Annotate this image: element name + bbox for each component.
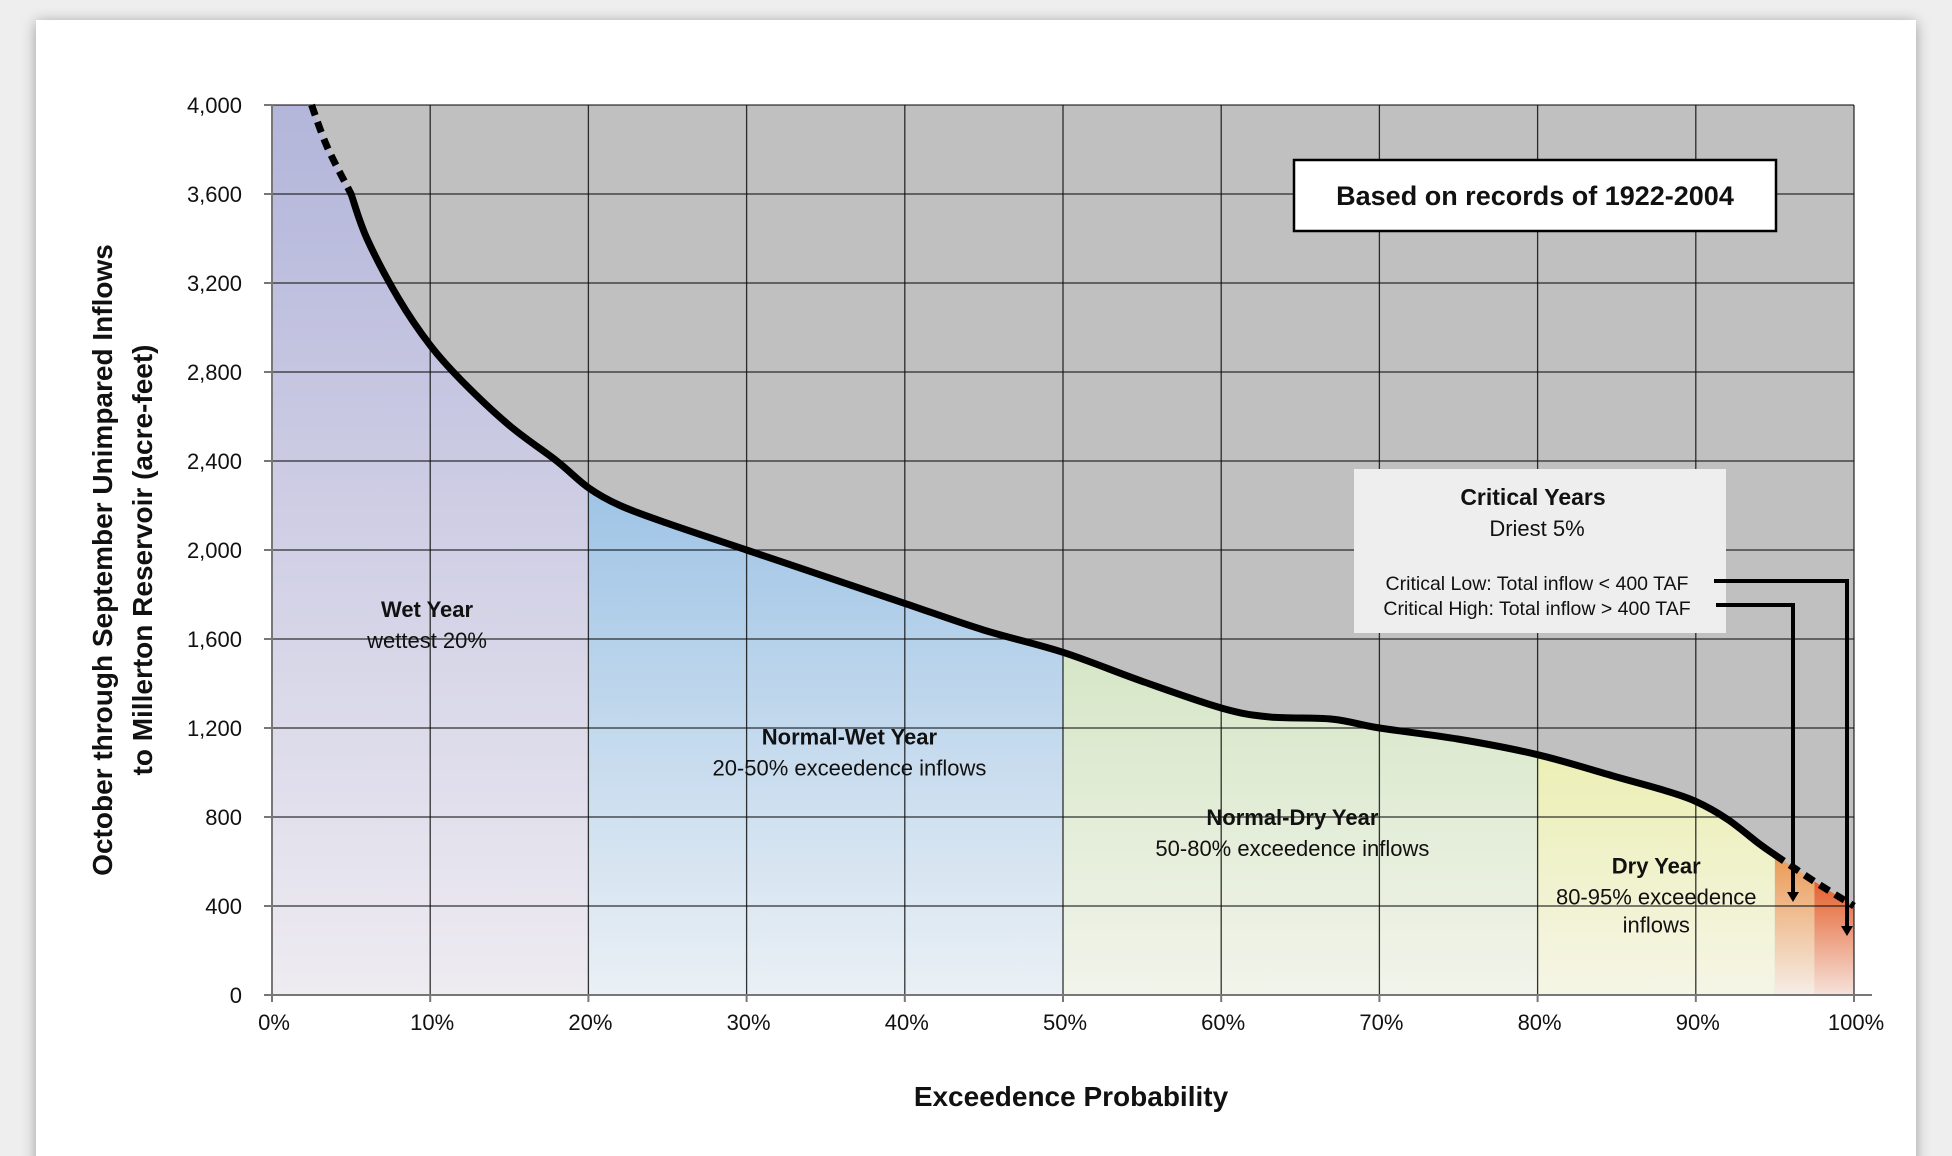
y-tick-label-8: 3,200	[187, 271, 242, 296]
y-tick-label-6: 2,400	[187, 449, 242, 474]
y-tick-label-7: 2,800	[187, 360, 242, 385]
y-tick-label-9: 3,600	[187, 182, 242, 207]
critical-years-title: Critical Years	[1460, 484, 1605, 510]
x-tick-label-0: 0%	[258, 1010, 290, 1035]
axes	[264, 104, 1872, 1002]
x-tick-label-6: 60%	[1201, 1010, 1245, 1035]
x-tick-label-9: 90%	[1676, 1010, 1720, 1035]
y-tick-labels: 0 400 800 1,200 1,600 2,000 2,400 2,800 3,200 3,6…	[187, 93, 242, 1008]
critical-years-callout: Critical Years Driest 5% Critical Low: T…	[1354, 469, 1726, 633]
x-tick-label-4: 40%	[885, 1010, 929, 1035]
x-tick-label-1: 10%	[410, 1010, 454, 1035]
records-note: Based on records of 1922-2004	[1292, 158, 1778, 233]
critical-low-arrow	[1714, 579, 1849, 930]
x-tick-label-8: 80%	[1518, 1010, 1562, 1035]
critical-high-arrowhead	[1787, 892, 1799, 902]
zone-sublabel-0-0: wettest 20%	[366, 628, 487, 653]
critical-arrows	[1714, 579, 1853, 936]
zone-sublabel-3-0: 80-95% exceedence	[1556, 885, 1757, 910]
y-axis-title: October through September Unimpared Infl…	[87, 244, 158, 876]
critical-low-arrowhead	[1841, 926, 1853, 936]
x-tick-label-7: 70%	[1359, 1010, 1403, 1035]
y-tick-label-5: 2,000	[187, 538, 242, 563]
curve-series-0	[347, 190, 1779, 859]
zone-fill-1	[588, 487, 1063, 995]
x-tick-label-3: 30%	[727, 1010, 771, 1035]
zone-label-2: Normal-Dry Year	[1206, 805, 1378, 830]
zone-label-1: Normal-Wet Year	[762, 725, 938, 750]
zone-label-0: Wet Year	[381, 597, 474, 622]
y-tick-label-3: 1,200	[187, 716, 242, 741]
zone-fill-2	[1063, 652, 1538, 995]
y-axis-title-line2: to Millerton Reservoir (acre-feet)	[127, 345, 158, 776]
y-axis-title-line1: October through September Unimpared Infl…	[87, 244, 118, 876]
y-tick-label-1: 400	[205, 894, 242, 919]
zone-sublabel-3-1: inflows	[1623, 913, 1690, 938]
zone-sublabel-2-0: 50-80% exceedence inflows	[1155, 836, 1429, 861]
critical-years-box	[1354, 469, 1726, 633]
y-tick-label-0: 0	[230, 983, 242, 1008]
zone-labels: Wet Year wettest 20% Normal-Wet Year 20-50%…	[366, 597, 1756, 938]
y-tick-label-2: 800	[205, 805, 242, 830]
x-tick-label-10: 100%	[1828, 1010, 1884, 1035]
x-tick-label-5: 50%	[1043, 1010, 1087, 1035]
critical-high-arrow	[1716, 603, 1795, 896]
x-tick-label-2: 20%	[568, 1010, 612, 1035]
zone-fill-4	[1774, 854, 1815, 995]
critical-years-subtitle: Driest 5%	[1489, 516, 1584, 541]
y-tick-label-10: 4,000	[187, 93, 242, 118]
x-axis-title: Exceedence Probability	[914, 1081, 1229, 1112]
records-note-box	[1292, 158, 1778, 233]
zone-fill-5	[1814, 881, 1854, 995]
zone-sublabel-1-0: 20-50% exceedence inflows	[712, 756, 986, 781]
zone-label-3: Dry Year	[1612, 854, 1701, 879]
curve-series-2	[1772, 851, 1856, 909]
x-tick-labels: 0% 10% 20% 30% 40% 50% 60% 70% 80% 90% 100%	[258, 1010, 1884, 1035]
records-note-text: Based on records of 1922-2004	[1336, 181, 1734, 211]
critical-low-label: Critical Low: Total inflow < 400 TAF	[1386, 573, 1689, 595]
critical-high-label: Critical High: Total inflow > 400 TAF	[1383, 598, 1690, 620]
curve-series-1	[308, 103, 355, 196]
curve-layer	[308, 103, 1856, 909]
y-tick-label-4: 1,600	[187, 627, 242, 652]
